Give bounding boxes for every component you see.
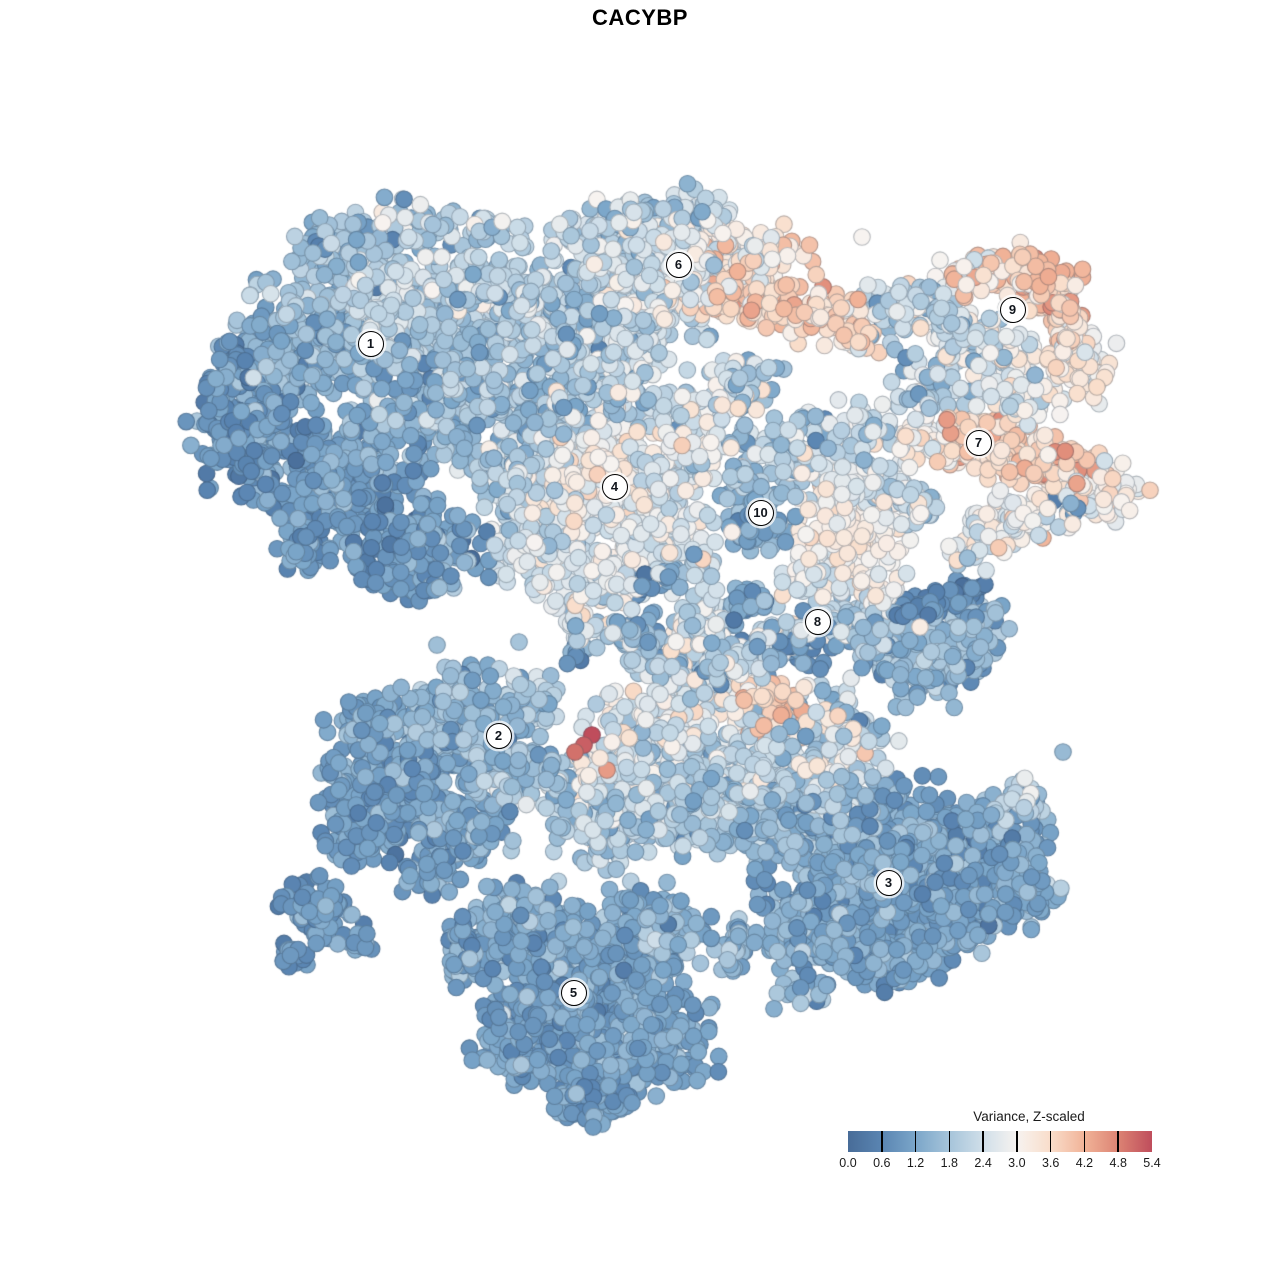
scatter-canvas	[0, 0, 1280, 1280]
